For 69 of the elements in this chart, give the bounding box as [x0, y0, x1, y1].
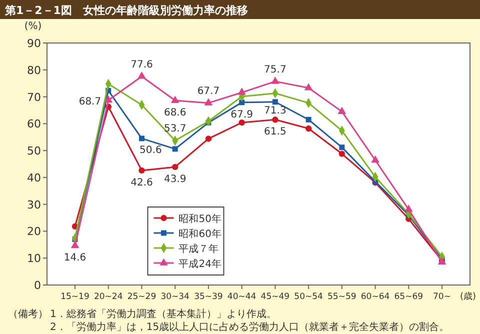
data-label: 71.3 — [264, 105, 286, 116]
data-label: 67.7 — [197, 86, 220, 97]
point — [271, 76, 280, 84]
data-label: 53.7 — [164, 124, 186, 135]
y-tick-label: 60 — [27, 118, 41, 131]
data-label: 42.6 — [130, 177, 153, 188]
point — [170, 96, 180, 103]
point — [138, 167, 145, 174]
legend-label: 昭和50年 — [178, 213, 222, 225]
point — [338, 106, 346, 114]
point — [239, 100, 245, 106]
chart-title: 第1－2－1図 女性の年齢階級別労働力率の推移 — [4, 4, 248, 17]
point — [138, 72, 146, 79]
point — [272, 116, 278, 123]
data-label: 50.6 — [140, 144, 162, 156]
point — [305, 125, 312, 132]
legend-label: 平成７年 — [178, 243, 219, 255]
point — [204, 98, 213, 106]
y-tick-label: 90 — [27, 37, 41, 50]
text: （備考） — [8, 308, 48, 320]
point — [371, 155, 380, 163]
text: 1．総務省「労働力調査（基本集計）」より作成。 — [50, 308, 276, 320]
y-tick-label: 0 — [34, 279, 41, 292]
point — [172, 146, 178, 152]
x-tick-label: 15~19 — [60, 292, 90, 302]
point — [138, 136, 144, 142]
x-tick-label: 20~24 — [94, 292, 123, 302]
data-label: 67.9 — [230, 109, 253, 120]
y-tick-label: 70 — [27, 90, 41, 104]
y-tick-label: 10 — [27, 252, 41, 266]
x-tick-label: 50~54 — [294, 292, 323, 302]
point — [339, 144, 345, 150]
point — [238, 120, 245, 126]
x-tick-label: 55~59 — [328, 292, 356, 302]
data-label: 77.6 — [130, 59, 153, 70]
legend-label: 昭和60年 — [178, 228, 222, 240]
x-tick-label: 45~49 — [260, 292, 290, 302]
point — [306, 116, 312, 122]
legend-label: 平成24年 — [178, 258, 222, 270]
data-label: 68.7 — [78, 96, 102, 108]
point — [404, 204, 413, 212]
x-tick-label: 40~44 — [227, 292, 256, 302]
point — [70, 240, 80, 248]
y-tick-label: 40 — [27, 171, 41, 184]
text: 2．「労働力率」は，15歳以上人口に占める労働力人口（就業者＋完全失業者）の割合。 — [50, 321, 450, 333]
x-tick-label: 65~69 — [394, 292, 424, 302]
data-label: 43.9 — [164, 174, 186, 185]
y-tick-label: 20 — [27, 225, 41, 238]
y-tick-label: 50 — [27, 144, 41, 158]
point — [338, 150, 345, 157]
x-axis-title: (歳) — [460, 291, 476, 302]
point — [304, 83, 313, 90]
x-tick-label: 60~64 — [360, 292, 390, 302]
y-tick-label: 80 — [27, 64, 41, 77]
data-label: 61.5 — [264, 126, 286, 138]
point — [238, 88, 246, 95]
point — [172, 164, 178, 170]
data-label: 75.7 — [264, 64, 286, 76]
y-axis-title: (%) — [24, 21, 42, 32]
x-tick-label: 35~39 — [194, 292, 223, 302]
point — [205, 136, 212, 142]
point — [272, 99, 278, 105]
y-tick-label: 30 — [27, 198, 41, 212]
x-tick-label: 30~34 — [160, 292, 190, 302]
x-tick-label: 25~29 — [127, 292, 156, 302]
point — [104, 95, 113, 103]
x-tick-label: 70~ — [433, 292, 451, 302]
data-label: 68.6 — [164, 108, 186, 119]
data-label: 14.6 — [64, 252, 86, 264]
